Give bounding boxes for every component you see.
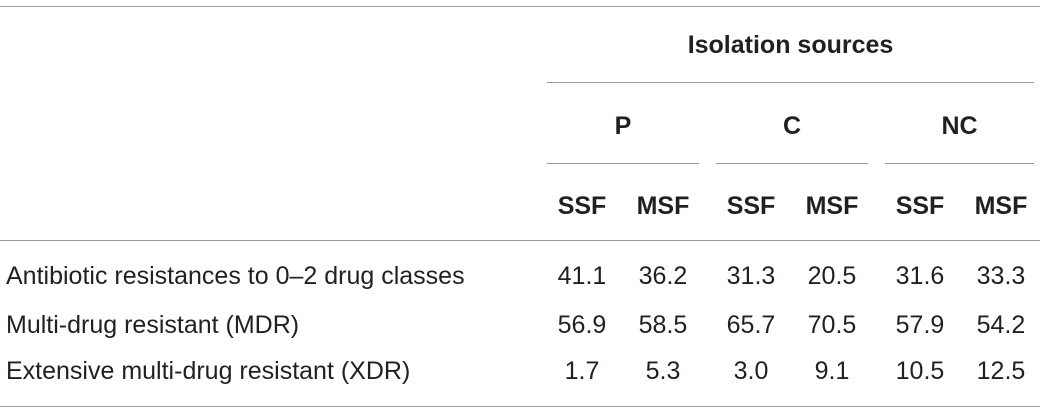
subheader-cell: MSF xyxy=(636,192,690,220)
subheader-cell: MSF xyxy=(974,192,1028,220)
table-cell: 54.2 xyxy=(976,311,1026,339)
spanner-rule xyxy=(547,82,1034,83)
table-cell: 20.5 xyxy=(807,262,857,290)
table-cell: 12.5 xyxy=(976,357,1026,385)
subheader-cell: SSF xyxy=(726,192,776,220)
group-header-c: C xyxy=(782,112,802,140)
subheader-cell: SSF xyxy=(895,192,945,220)
subheader-cell: MSF xyxy=(805,192,859,220)
table-cell: 41.1 xyxy=(557,262,607,290)
table-cell: 5.3 xyxy=(645,357,681,385)
table-cell: 31.6 xyxy=(895,262,945,290)
spanner-header: Isolation sources xyxy=(687,31,894,59)
table-cell: 36.2 xyxy=(638,262,688,290)
group-rule-c xyxy=(716,163,868,164)
group-rule-p xyxy=(547,163,699,164)
header-body-rule xyxy=(0,240,1040,241)
group-header-p: P xyxy=(614,112,632,140)
table-cell: 57.9 xyxy=(895,311,945,339)
subheader-cell: SSF xyxy=(557,192,607,220)
table-cell: 58.5 xyxy=(638,311,688,339)
table-cell: 65.7 xyxy=(726,311,776,339)
table-cell: 1.7 xyxy=(564,357,600,385)
table-cell: 70.5 xyxy=(807,311,857,339)
table-cell: 10.5 xyxy=(895,357,945,385)
row-label: Multi-drug resistant (MDR) xyxy=(6,311,300,339)
table-cell: 3.0 xyxy=(733,357,769,385)
row-label: Extensive multi-drug resistant (XDR) xyxy=(6,357,411,385)
table-bottom-rule xyxy=(0,406,1040,407)
table-cell: 33.3 xyxy=(976,262,1026,290)
group-header-nc: NC xyxy=(941,112,978,140)
table-cell: 56.9 xyxy=(557,311,607,339)
row-label: Antibiotic resistances to 0–2 drug class… xyxy=(6,262,465,290)
table-cell: 9.1 xyxy=(814,357,850,385)
group-rule-nc xyxy=(885,163,1034,164)
table-cell: 31.3 xyxy=(726,262,776,290)
table-top-rule xyxy=(0,6,1040,7)
